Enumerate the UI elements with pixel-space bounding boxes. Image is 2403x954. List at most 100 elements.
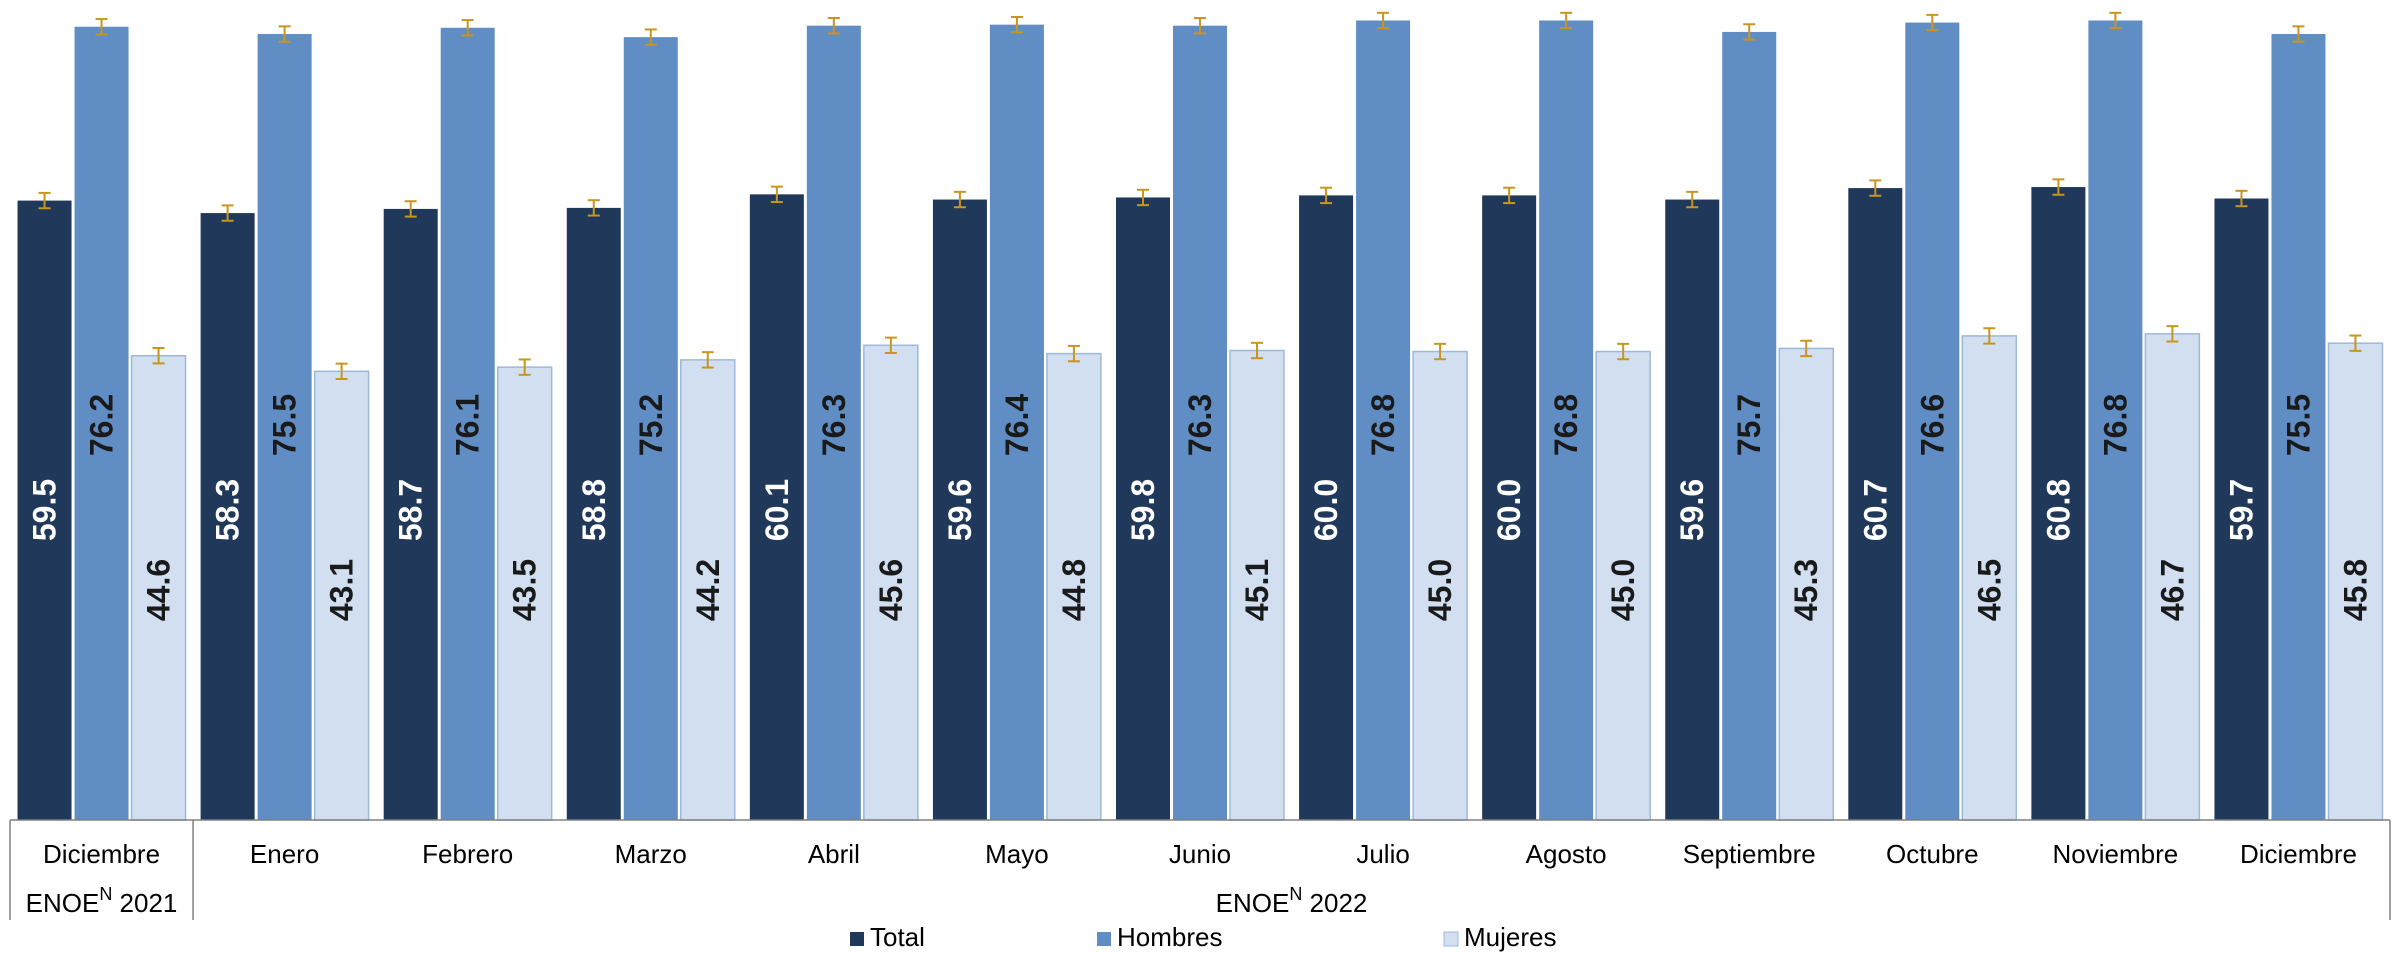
value-label-mujeres-12: 45.8 bbox=[2337, 559, 2373, 621]
error-bar-hombres-11 bbox=[2109, 11, 2122, 30]
error-bar-hombres-8 bbox=[1560, 11, 1573, 30]
error-bar-total-10 bbox=[1869, 179, 1882, 197]
bar-hombres-3 bbox=[623, 37, 678, 820]
error-bar-total-0 bbox=[38, 191, 51, 210]
error-bar-hombres-2 bbox=[461, 19, 474, 37]
category-label-8: Agosto bbox=[1526, 839, 1607, 869]
error-bar-total-9 bbox=[1686, 190, 1699, 209]
error-bar-hombres-0 bbox=[95, 18, 108, 36]
bar-mujeres-4 bbox=[863, 344, 919, 821]
category-label-6: Junio bbox=[1169, 839, 1231, 869]
value-label-hombres-6: 76.3 bbox=[1182, 394, 1218, 456]
error-bar-mujeres-12 bbox=[2349, 334, 2362, 352]
group-label-2022: ENOEN 2022 bbox=[1216, 884, 1368, 918]
error-bars-layer bbox=[38, 11, 2362, 381]
bar-total-11 bbox=[2031, 187, 2086, 821]
value-labels-layer: 59.5 76.2 44.6 58.3 75.5 43.1 58.7 76.1 43.5 58.8… bbox=[27, 394, 2374, 621]
error-bar-hombres-5 bbox=[1010, 15, 1023, 34]
value-label-mujeres-5: 44.8 bbox=[1056, 559, 1092, 621]
bar-hombres-1 bbox=[257, 34, 312, 821]
category-label-10: Octubre bbox=[1886, 839, 1979, 869]
value-label-total-1: 58.3 bbox=[210, 479, 246, 541]
legend-swatch-mujeres bbox=[1443, 931, 1459, 947]
value-label-total-4: 60.1 bbox=[759, 479, 795, 541]
value-label-hombres-2: 76.1 bbox=[450, 394, 486, 456]
bar-mujeres-8 bbox=[1595, 350, 1651, 821]
value-label-total-0: 59.5 bbox=[27, 479, 63, 541]
bar-hombres-8 bbox=[1539, 20, 1594, 820]
value-label-total-3: 58.8 bbox=[576, 479, 612, 541]
category-label-0: Diciembre bbox=[43, 839, 160, 869]
error-bar-hombres-1 bbox=[278, 25, 291, 43]
value-label-hombres-9: 75.7 bbox=[1731, 394, 1767, 456]
legend: Total Hombres Mujeres bbox=[850, 922, 1556, 952]
legend-item-total: Total bbox=[850, 922, 925, 952]
error-bar-total-4 bbox=[770, 185, 783, 204]
value-label-mujeres-2: 43.5 bbox=[507, 559, 543, 621]
value-label-hombres-10: 76.6 bbox=[1914, 394, 1950, 456]
error-bar-total-7 bbox=[1320, 186, 1333, 205]
bar-total-12 bbox=[2214, 198, 2269, 820]
category-label-5: Mayo bbox=[985, 839, 1049, 869]
bar-total-7 bbox=[1299, 195, 1354, 820]
error-bar-total-6 bbox=[1137, 188, 1149, 207]
bar-hombres-6 bbox=[1173, 25, 1227, 820]
error-bar-total-2 bbox=[404, 200, 417, 218]
value-label-total-11: 60.8 bbox=[2040, 479, 2076, 541]
bar-total-8 bbox=[1482, 195, 1537, 820]
value-label-hombres-12: 75.5 bbox=[2280, 394, 2316, 456]
error-bar-total-8 bbox=[1503, 186, 1516, 205]
category-label-1: Enero bbox=[250, 839, 319, 869]
bar-total-5 bbox=[932, 199, 987, 821]
bar-hombres-4 bbox=[806, 25, 861, 820]
value-label-hombres-5: 76.4 bbox=[999, 394, 1035, 456]
bar-hombres-9 bbox=[1722, 31, 1777, 820]
bar-hombres-10 bbox=[1905, 22, 1960, 821]
error-bar-total-5 bbox=[953, 190, 966, 209]
value-label-total-9: 59.6 bbox=[1674, 479, 1710, 541]
error-bar-total-12 bbox=[2235, 189, 2248, 208]
bar-hombres-0 bbox=[74, 26, 129, 820]
bar-total-2 bbox=[383, 208, 438, 820]
bar-mujeres-5 bbox=[1046, 352, 1102, 821]
value-label-hombres-0: 76.2 bbox=[84, 394, 120, 456]
category-label-11: Noviembre bbox=[2053, 839, 2179, 869]
error-bar-mujeres-1 bbox=[335, 362, 348, 381]
bar-total-9 bbox=[1665, 199, 1720, 821]
value-label-total-8: 60.0 bbox=[1491, 479, 1527, 541]
bar-hombres-12 bbox=[2271, 34, 2326, 821]
value-label-hombres-8: 76.8 bbox=[1548, 394, 1584, 456]
value-label-mujeres-9: 45.3 bbox=[1788, 559, 1824, 621]
error-bar-mujeres-8 bbox=[1617, 342, 1630, 361]
bars-layer bbox=[17, 20, 2384, 821]
error-bar-mujeres-10 bbox=[1983, 327, 1996, 345]
legend-swatch-total bbox=[850, 932, 864, 946]
bar-mujeres-10 bbox=[1961, 335, 2018, 821]
value-label-mujeres-10: 46.5 bbox=[1971, 559, 2007, 621]
value-label-total-5: 59.6 bbox=[942, 479, 978, 541]
value-label-hombres-4: 76.3 bbox=[816, 394, 852, 456]
value-label-hombres-3: 75.2 bbox=[633, 394, 669, 456]
error-bar-total-1 bbox=[221, 204, 234, 222]
bar-total-1 bbox=[200, 213, 255, 821]
bar-mujeres-6 bbox=[1229, 349, 1285, 821]
value-label-hombres-11: 76.8 bbox=[2097, 394, 2133, 456]
value-label-total-6: 59.8 bbox=[1125, 479, 1161, 541]
value-label-mujeres-8: 45.0 bbox=[1605, 559, 1641, 621]
category-label-3: Marzo bbox=[615, 839, 687, 869]
value-label-mujeres-4: 45.6 bbox=[873, 559, 909, 621]
group-label-2021: ENOEN 2021 bbox=[26, 884, 178, 918]
error-bar-total-11 bbox=[2052, 178, 2065, 196]
error-bar-mujeres-3 bbox=[701, 351, 714, 369]
bar-hombres-5 bbox=[989, 24, 1044, 820]
error-bar-mujeres-11 bbox=[2166, 325, 2179, 343]
category-label-2: Febrero bbox=[422, 839, 513, 869]
value-label-total-10: 60.7 bbox=[1857, 479, 1893, 541]
value-label-mujeres-0: 44.6 bbox=[141, 559, 177, 621]
bar-total-4 bbox=[749, 194, 804, 821]
value-label-mujeres-3: 44.2 bbox=[690, 559, 726, 621]
bar-total-6 bbox=[1116, 197, 1170, 820]
legend-item-mujeres: Mujeres bbox=[1443, 922, 1556, 952]
legend-label-total: Total bbox=[870, 922, 925, 952]
value-label-hombres-7: 76.8 bbox=[1365, 394, 1401, 456]
